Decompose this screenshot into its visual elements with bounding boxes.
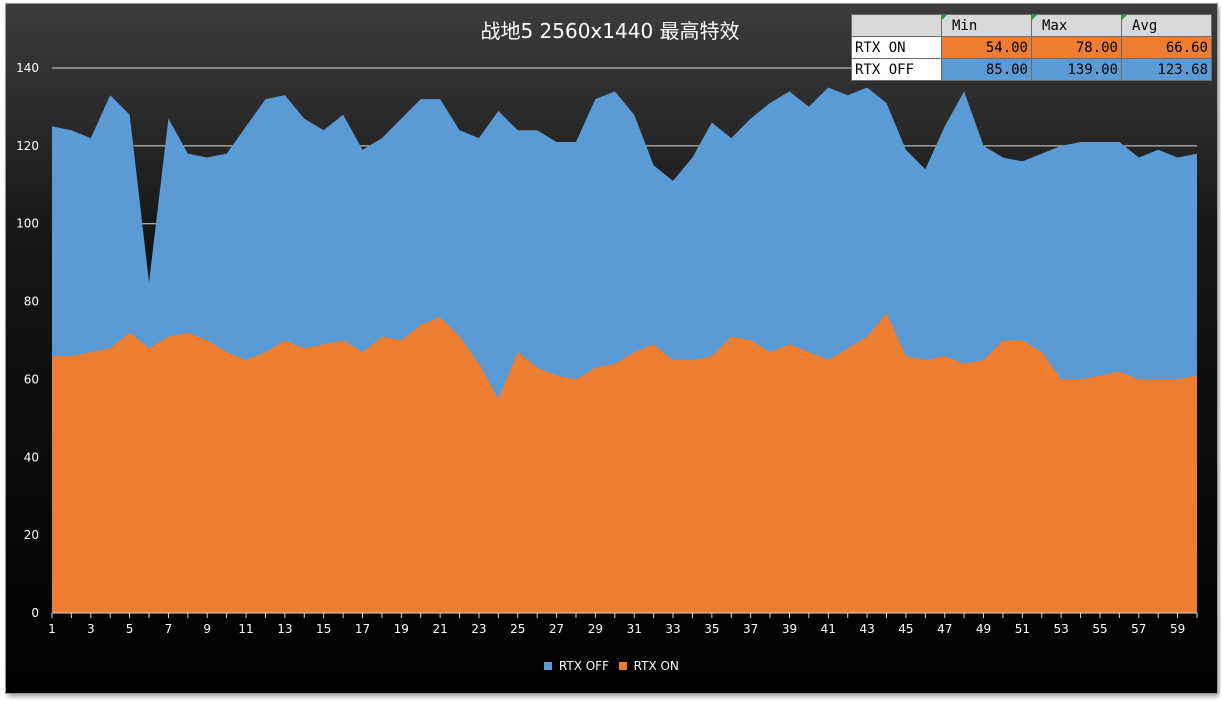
x-tick-label: 35 xyxy=(704,622,719,636)
stats-cell-avg: 123.68 xyxy=(1121,58,1212,81)
stats-cell-max: 78.00 xyxy=(1031,36,1122,59)
x-tick-label: 1 xyxy=(48,622,56,636)
x-tick-label: 37 xyxy=(743,622,758,636)
stats-row-rtx-on: RTX ON 54.00 78.00 66.60 xyxy=(851,36,1212,59)
x-tick-label: 21 xyxy=(432,622,447,636)
y-tick-label: 20 xyxy=(24,528,39,542)
x-tick-label: 15 xyxy=(316,622,331,636)
y-tick-label: 100 xyxy=(16,217,39,231)
stats-header-row: Min Max Avg xyxy=(851,14,1212,37)
x-tick-label: 59 xyxy=(1170,622,1185,636)
x-tick-label: 53 xyxy=(1054,622,1069,636)
stats-cell-max: 139.00 xyxy=(1031,58,1122,81)
x-tick-label: 47 xyxy=(937,622,952,636)
stats-header-blank xyxy=(851,14,942,37)
x-tick-label: 43 xyxy=(859,622,874,636)
x-tick-label: 25 xyxy=(510,622,525,636)
x-tick-label: 9 xyxy=(203,622,211,636)
legend-label: RTX ON xyxy=(633,659,679,673)
x-tick-label: 7 xyxy=(165,622,173,636)
x-tick-label: 45 xyxy=(898,622,913,636)
legend-swatch-rtx-on xyxy=(618,662,627,670)
x-tick-label: 39 xyxy=(782,622,797,636)
legend-item-rtx-on: RTX ON xyxy=(618,659,679,673)
series-area-rtx-on xyxy=(52,313,1197,613)
y-tick-label: 40 xyxy=(24,450,39,464)
axes: 1 3 5 7 9 11 13 15 17 19 21 23 25 27 29 31 33 35 37 39 41 43 4… xyxy=(16,61,1198,636)
legend-swatch-rtx-off xyxy=(544,662,553,670)
x-tick-label: 33 xyxy=(665,622,680,636)
x-tick-label: 11 xyxy=(238,622,253,636)
legend-item-rtx-off: RTX OFF xyxy=(544,659,609,673)
y-tick-label: 120 xyxy=(16,139,39,153)
area-chart: 1 3 5 7 9 11 13 15 17 19 21 23 25 27 29 31 33 35 37 39 41 43 4… xyxy=(16,19,1198,636)
stats-table: Min Max Avg RTX ON 54.00 78.00 66.60 RTX… xyxy=(851,14,1212,81)
x-tick-label: 23 xyxy=(471,622,486,636)
stats-header-avg: Avg xyxy=(1121,14,1212,37)
stats-row-label: RTX OFF xyxy=(851,58,942,81)
chart-frame: 1 3 5 7 9 11 13 15 17 19 21 23 25 27 29 31 33 35 37 39 41 43 4… xyxy=(6,4,1217,693)
chart-legend: RTX OFF RTX ON xyxy=(6,659,1217,673)
x-tick-label: 31 xyxy=(627,622,642,636)
stats-row-label: RTX ON xyxy=(851,36,942,59)
x-tick-label: 49 xyxy=(976,622,991,636)
x-tick-label: 41 xyxy=(821,622,836,636)
x-tick-label: 5 xyxy=(126,622,134,636)
x-tick-label: 13 xyxy=(277,622,292,636)
x-tick-label: 29 xyxy=(588,622,603,636)
x-tick-label: 51 xyxy=(1015,622,1030,636)
x-tick-label: 55 xyxy=(1092,622,1107,636)
stats-cell-min: 54.00 xyxy=(941,36,1032,59)
y-tick-label: 0 xyxy=(31,606,39,620)
x-tick-label: 19 xyxy=(394,622,409,636)
y-tick-label: 60 xyxy=(24,372,39,386)
x-tick-label: 27 xyxy=(549,622,564,636)
x-tick-label: 3 xyxy=(87,622,95,636)
series-areas xyxy=(52,87,1197,613)
stats-header-max: Max xyxy=(1031,14,1122,37)
stats-cell-min: 85.00 xyxy=(941,58,1032,81)
y-tick-label: 140 xyxy=(16,61,39,75)
x-tick-label: 17 xyxy=(355,622,370,636)
y-tick-label: 80 xyxy=(24,295,39,309)
legend-label: RTX OFF xyxy=(558,659,609,673)
x-tick-label: 57 xyxy=(1131,622,1146,636)
chart-title: 战地5 2560x1440 最高特效 xyxy=(480,19,739,43)
stats-row-rtx-off: RTX OFF 85.00 139.00 123.68 xyxy=(851,58,1212,81)
stats-header-min: Min xyxy=(941,14,1032,37)
stats-cell-avg: 66.60 xyxy=(1121,36,1212,59)
